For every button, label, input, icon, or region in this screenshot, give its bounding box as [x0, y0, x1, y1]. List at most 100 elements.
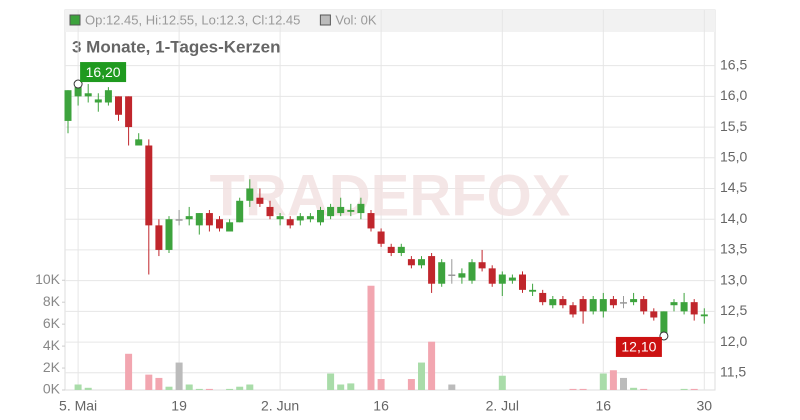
marks: Op:12.45, Hi:12.55, Lo:12.3, Cl:12.45 Vol… — [35, 12, 747, 413]
candle-body — [397, 246, 405, 254]
candle-body — [185, 216, 193, 220]
y-tick-label: 11,5 — [720, 364, 746, 380]
volume-bar — [337, 384, 345, 390]
candle-body — [428, 256, 436, 284]
volume-bar — [690, 388, 698, 390]
volume-bar — [327, 373, 335, 390]
candle-body — [357, 203, 365, 214]
volume-bar — [246, 384, 254, 390]
candle-body — [508, 277, 516, 281]
volume-bar — [125, 353, 133, 390]
volume-bar — [428, 341, 436, 390]
candle-body — [579, 299, 587, 312]
x-tick-label: 16 — [596, 398, 612, 414]
candle-body — [296, 216, 304, 221]
volume-bar — [418, 362, 425, 390]
volume-bar — [407, 379, 415, 390]
watermark: TRADERFOX — [210, 163, 571, 228]
x-tick-label: 16 — [373, 398, 389, 414]
volume-bar — [367, 285, 375, 390]
volume-bar — [498, 375, 506, 390]
candle-body — [589, 299, 597, 312]
header-band — [65, 10, 715, 32]
candle-body — [458, 273, 466, 278]
plot-frame — [64, 9, 716, 391]
candle-body — [387, 246, 395, 254]
legend-label: Vol: 0K — [335, 12, 377, 27]
candle-body — [306, 216, 314, 220]
candle-body — [680, 302, 688, 312]
annotation-label: 16,20 — [86, 64, 121, 80]
candle-body — [205, 213, 213, 226]
x-tick-label: 5. Mai — [59, 398, 97, 414]
x-tick-label: 2. Jun — [261, 398, 299, 414]
y-tick-label: 16,5 — [720, 56, 747, 72]
volume-bar — [609, 370, 617, 390]
volume-bar — [226, 388, 234, 390]
candle-body — [286, 219, 294, 226]
y2-tick-label: 6K — [43, 315, 61, 331]
y2-tick-label: 10K — [35, 271, 61, 287]
volume-bar — [145, 374, 153, 390]
candle-body — [488, 268, 496, 284]
candle-body — [104, 90, 112, 103]
candle-body — [337, 206, 345, 214]
volume-bar — [599, 373, 607, 390]
volume-bar — [74, 384, 82, 390]
legend-swatch — [69, 14, 81, 26]
candle-body — [317, 210, 324, 223]
candle-body — [145, 145, 153, 226]
candle-body — [599, 299, 607, 312]
candle-body — [216, 219, 223, 229]
volume-bar — [630, 387, 638, 390]
volume-bar — [347, 383, 355, 390]
y-tick-label: 16,0 — [720, 87, 747, 103]
volume-bar — [175, 362, 183, 390]
y-tick-label: 14,0 — [720, 210, 747, 226]
candle-body — [468, 262, 476, 281]
y-tick-label: 13,0 — [720, 271, 747, 287]
candle-body — [630, 299, 638, 303]
candle-body — [327, 206, 335, 217]
y-tick-label: 14,5 — [720, 179, 747, 195]
y-tick-label: 12,5 — [720, 302, 747, 318]
candle-body — [377, 231, 385, 244]
candle-body — [438, 262, 446, 284]
candle-body — [620, 302, 627, 304]
legend-label: Op:12.45, Hi:12.55, Lo:12.3, Cl:12.45 — [85, 12, 300, 27]
x-tick-label: 30 — [697, 398, 713, 414]
y-tick-label: 13,5 — [720, 241, 747, 257]
annotation-label: 12,10 — [621, 339, 656, 355]
volume-bar — [377, 379, 385, 390]
candle-body — [236, 200, 244, 223]
volume-bar — [579, 388, 587, 390]
candle-body — [226, 222, 234, 232]
volume-bar — [205, 388, 213, 390]
x-tick-label: 19 — [171, 398, 187, 414]
candle-body — [195, 213, 203, 226]
candle-body — [266, 206, 274, 217]
candle-body — [74, 87, 82, 97]
volume-bar — [165, 386, 173, 390]
candle-body — [569, 305, 577, 315]
volume-bar — [640, 388, 648, 390]
candle-body — [418, 259, 425, 266]
candle-body — [165, 219, 173, 250]
volume-bar — [155, 377, 163, 390]
legend-swatch — [319, 14, 331, 26]
candle-body — [498, 274, 506, 284]
candle-body — [125, 96, 133, 128]
candle-body — [175, 219, 183, 221]
candle-body — [690, 302, 698, 315]
chart-title: 3 Monate, 1-Tages-Kerzen — [72, 37, 280, 56]
candle-body — [448, 274, 456, 277]
volume-bar — [185, 384, 193, 390]
candle-body — [650, 311, 658, 318]
candle-body — [155, 225, 163, 250]
candle-body — [94, 99, 102, 103]
candle-body — [519, 274, 526, 290]
volume-bar — [236, 386, 244, 390]
y2-tick-label: 8K — [43, 293, 61, 309]
candle-body — [367, 213, 375, 229]
